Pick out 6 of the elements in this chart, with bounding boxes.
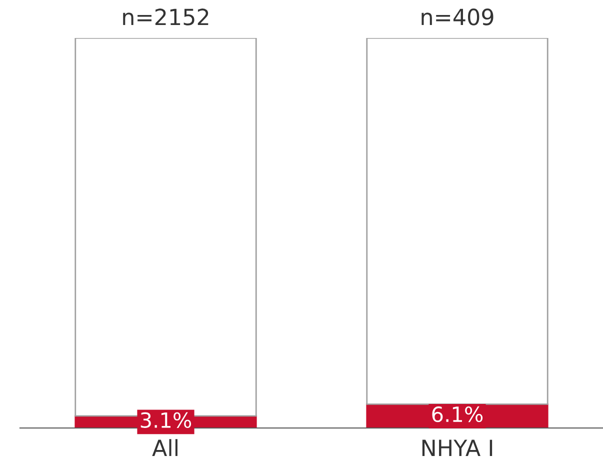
data-label: 6.1% — [432, 406, 483, 422]
data-label: 3.1% — [140, 412, 192, 428]
annotation: n=2152 — [123, 8, 208, 26]
x-tick-label: NHYA I — [422, 440, 492, 456]
x-tick-label: All — [152, 439, 178, 456]
annotation: n=409 — [422, 8, 494, 26]
